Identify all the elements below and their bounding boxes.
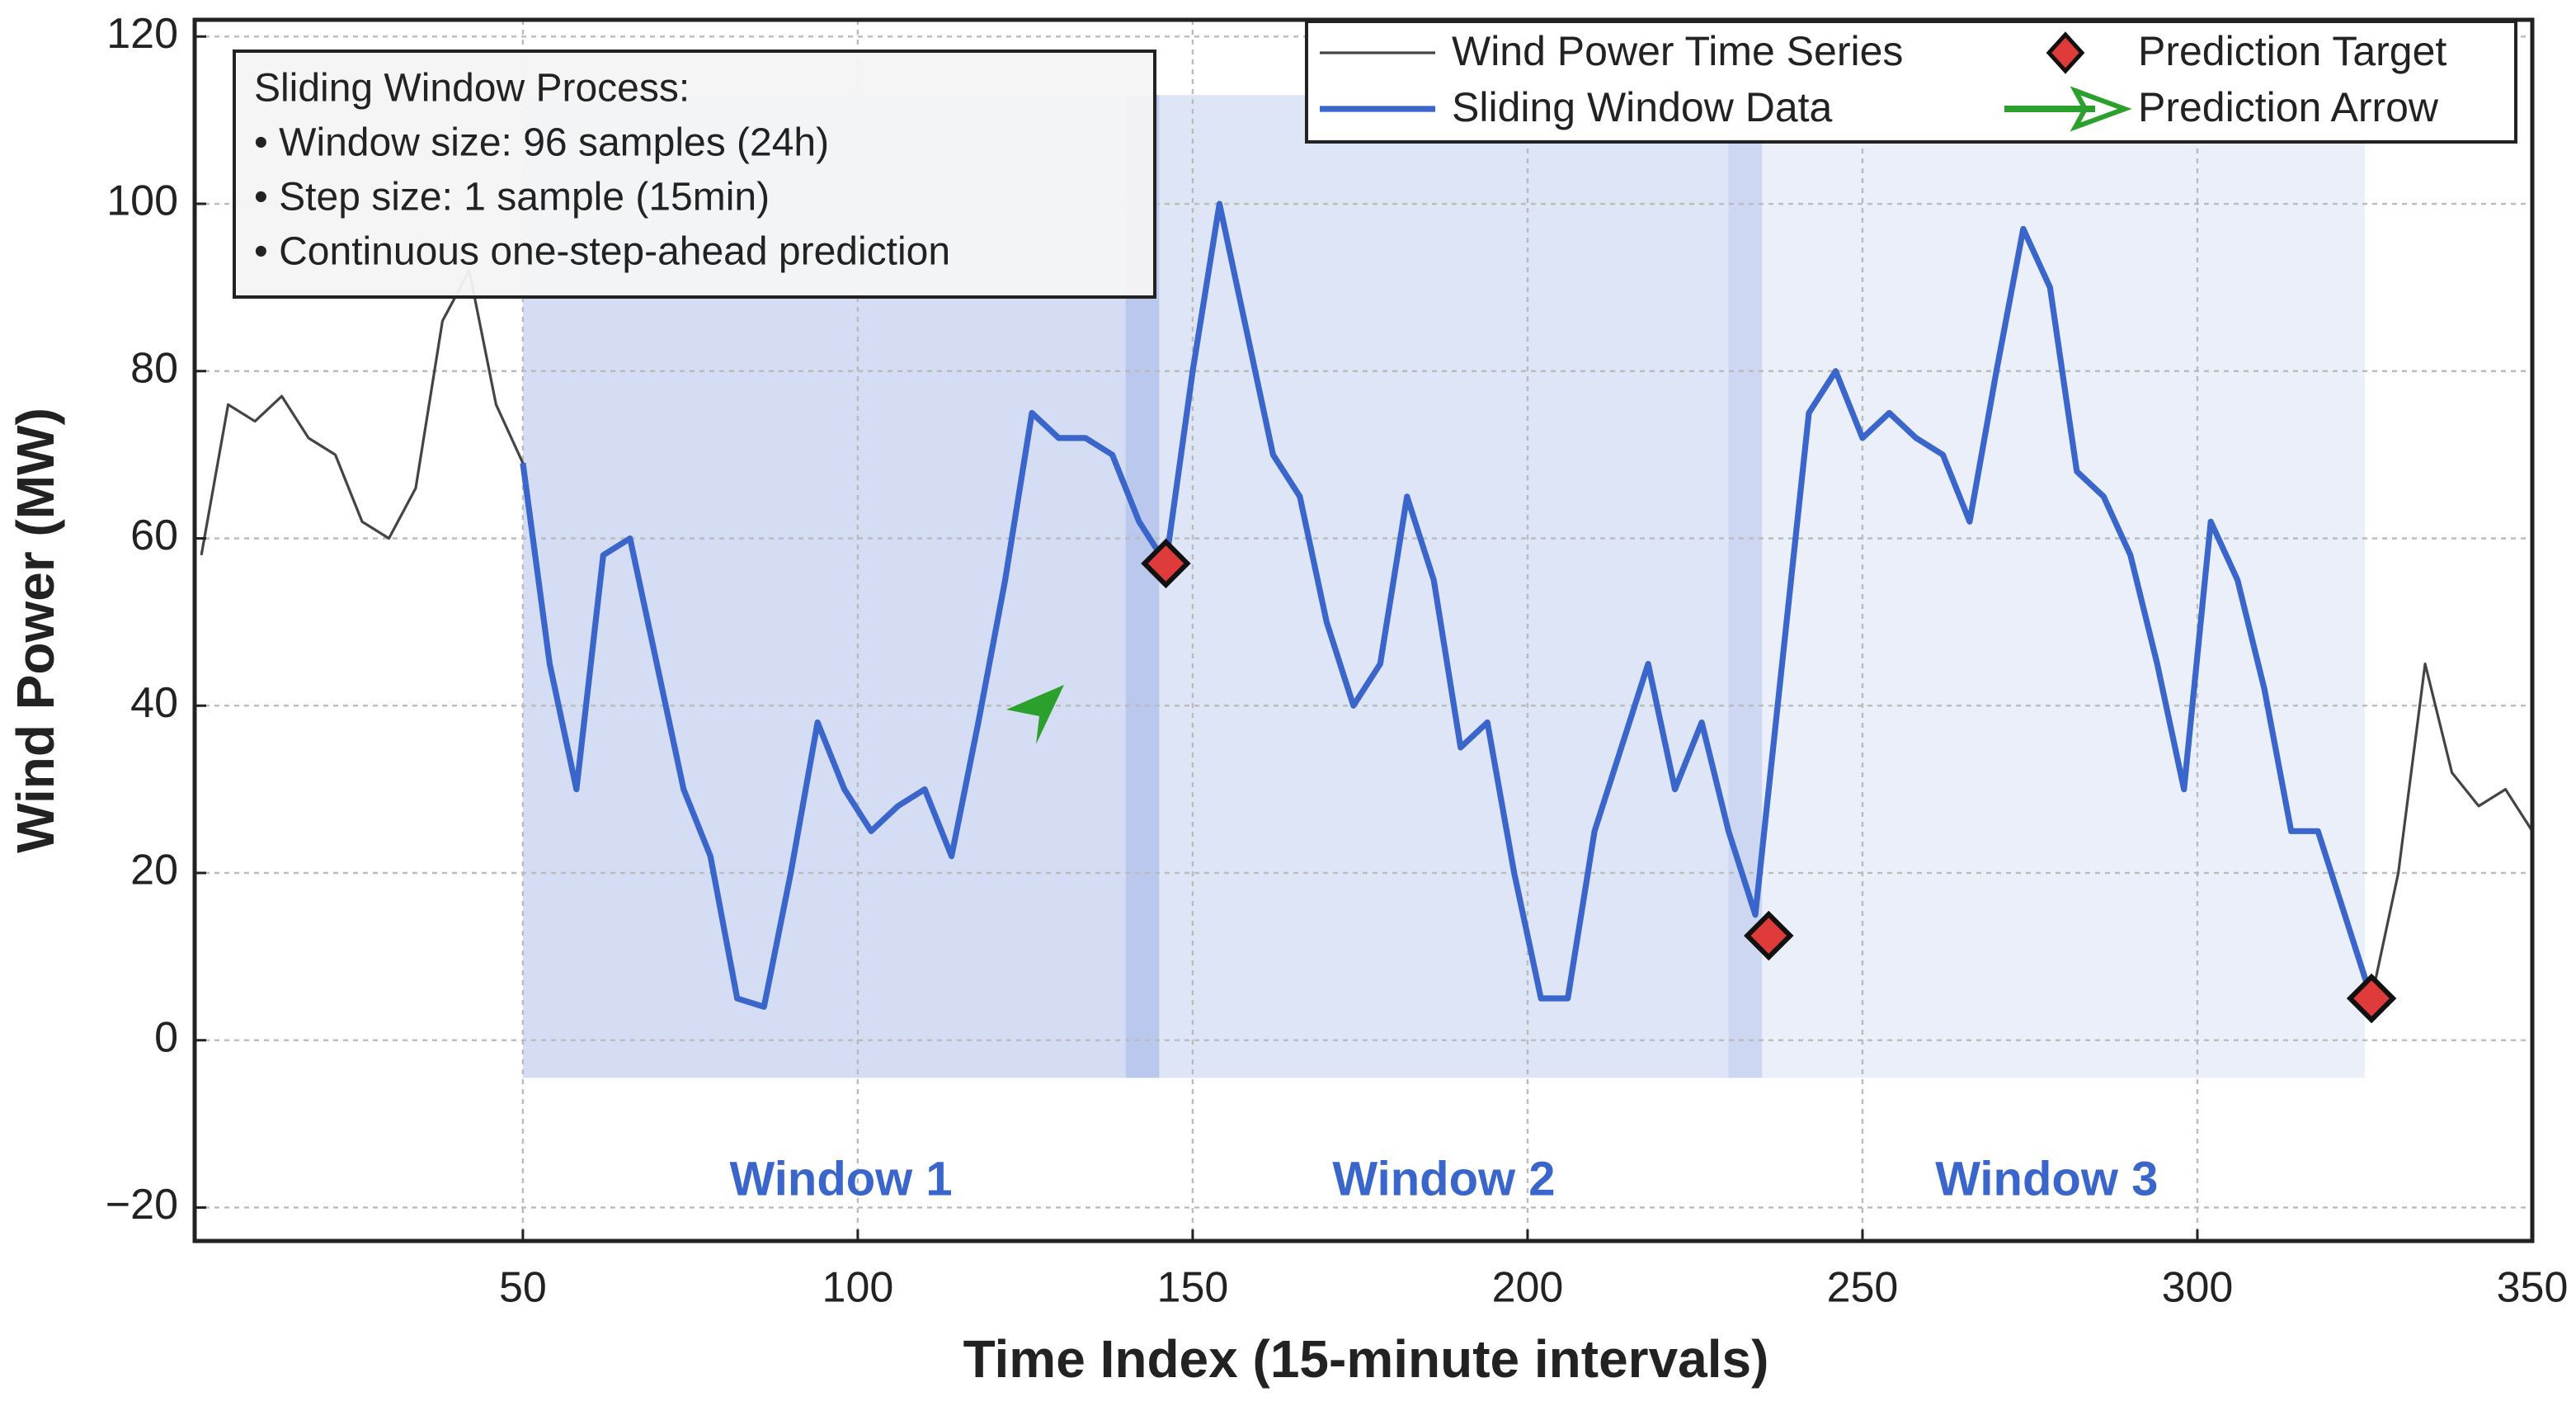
y-tick-label: 0 [154,1013,178,1061]
x-tick-label: 250 [1827,1264,1899,1312]
prediction-target [1744,910,1794,961]
window-label: Window 2 [1332,1152,1555,1205]
legend-label: Prediction Target [2138,28,2446,74]
y-tick-label: 60 [130,512,178,559]
legend-box [1305,20,2517,144]
x-tick-label: 100 [822,1264,894,1312]
y-axis-label: Wind Power (MW) [6,408,65,853]
series-line [520,201,2375,1010]
y-tick-label: −20 [106,1181,178,1229]
x-tick-label: 50 [499,1264,547,1312]
legend-label: Prediction Arrow [2138,84,2439,130]
legend-label: Sliding Window Data [1452,84,1833,130]
prediction-arrow [1006,685,1064,744]
text-box [233,50,1156,299]
y-tick-label: 100 [106,177,178,225]
prediction-target [2346,973,2397,1024]
y-tick-label: 80 [130,344,178,392]
prediction-target [1141,538,1191,589]
window-label: Window 1 [730,1152,953,1205]
y-tick-label: 20 [130,847,178,894]
x-tick-label: 150 [1157,1264,1229,1312]
y-tick-label: 40 [130,679,178,727]
y-tick-label: 120 [106,10,178,58]
overlay: Window 1 Window 2 Window 350 100 150 200 250 30… [106,10,2569,1312]
text-box-line: • Step size: 1 sample (15min) [254,176,770,219]
legend-arrow-head [2070,86,2132,132]
legend-marker [2046,31,2085,74]
window-label: Window 3 [1935,1152,2158,1205]
window-shade [1728,95,2365,1078]
text-box-title: Sliding Window Process: [254,67,690,111]
x-tick-label: 350 [2497,1264,2569,1312]
legend-label: Wind Power Time Series [1452,28,1903,74]
text-box-line: • Continuous one-step-ahead prediction [254,230,950,274]
x-tick-label: 200 [1492,1264,1564,1312]
text-box-line: • Window size: 96 samples (24h) [254,121,829,165]
lines [200,201,2534,1010]
x-axis-label: Time Index (15-minute intervals) [963,1329,1769,1389]
x-tick-label: 300 [2162,1264,2234,1312]
window-shade [1125,95,1763,1078]
